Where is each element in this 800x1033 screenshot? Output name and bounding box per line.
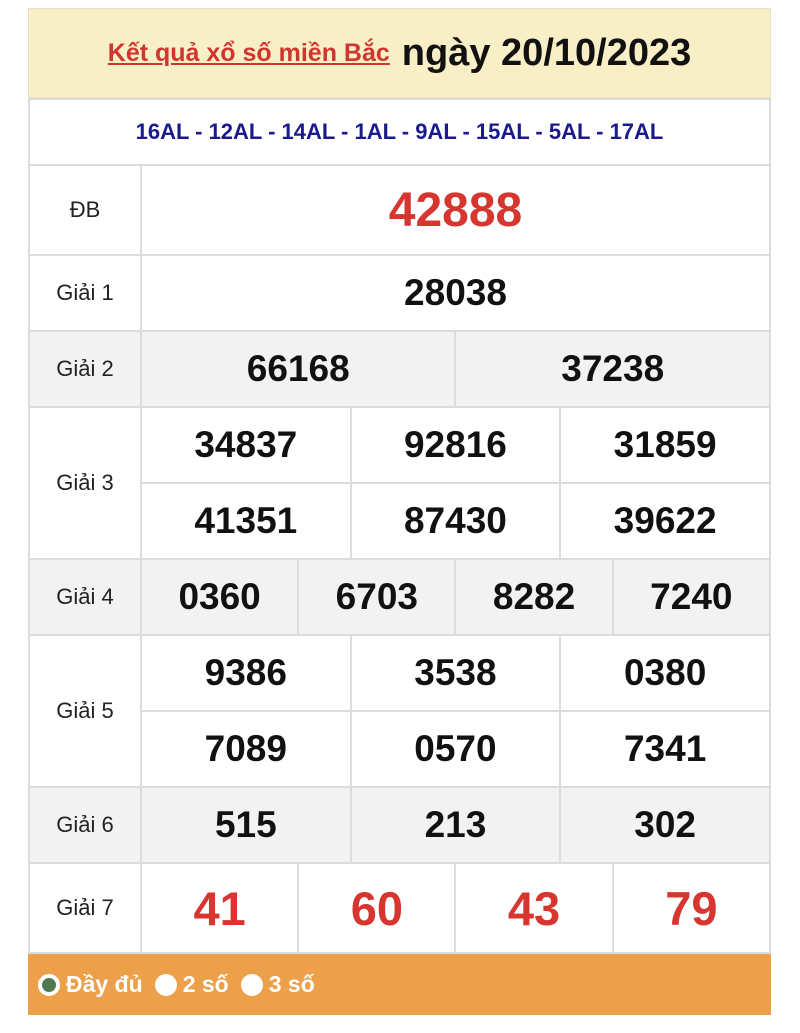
prize-number: 41 (139, 862, 300, 954)
prize-label: Giải 7 (28, 862, 142, 954)
prize-number: 0380 (559, 634, 771, 712)
row-g3: Giải 3 34837 92816 31859 (28, 406, 771, 560)
radio-icon[interactable] (240, 973, 263, 996)
results-header: Kết quả xổ số miền Bắc ngày 20/10/2023 (28, 8, 771, 98)
prize-number: 41351 (140, 482, 352, 560)
radio-icon[interactable] (154, 973, 177, 996)
row-g5: Giải 5 9386 3538 0380 (28, 634, 771, 788)
option-label: 3 số (268, 971, 315, 997)
radio-selected-icon[interactable] (38, 973, 60, 996)
option-3-digits[interactable]: 3 số (240, 971, 315, 998)
prize-number: 87430 (349, 482, 562, 560)
prize-label: Giải 5 (28, 634, 142, 788)
row-db: ĐB 42888 (28, 164, 771, 256)
prize-number: 31859 (559, 406, 771, 484)
prize-label: Giải 4 (28, 558, 142, 636)
prize-number: 7341 (559, 710, 771, 788)
prize-label: Giải 1 (28, 254, 142, 332)
prize-number: 302 (559, 786, 771, 864)
prize-number: 34837 (140, 406, 352, 484)
prize-number: 28038 (140, 254, 771, 332)
prize-number: 66168 (139, 330, 457, 408)
prize-number: 7089 (140, 710, 352, 788)
prize-number: 515 (140, 786, 352, 864)
prize-number: 0570 (349, 710, 562, 788)
prize-number: 8282 (454, 558, 614, 636)
prize-number: 39622 (559, 482, 771, 560)
prize-number: 92816 (349, 406, 562, 484)
prize-label: Giải 3 (28, 406, 142, 560)
prize-number: 43 (454, 862, 614, 954)
row-g7: Giải 7 41 60 43 79 (28, 862, 772, 954)
prize-number: 0360 (139, 558, 300, 636)
row-g4: Giải 4 0360 6703 8282 7240 (28, 558, 772, 636)
draw-codes: 16AL - 12AL - 14AL - 1AL - 9AL - 15AL - … (28, 98, 771, 166)
results-board: Kết quả xổ số miền Bắc ngày 20/10/2023 1… (28, 8, 772, 1015)
prize-number: 79 (611, 862, 772, 954)
prize-label: Giải 6 (28, 786, 142, 864)
prize-number: 3538 (349, 634, 562, 712)
prize-number: 213 (349, 786, 562, 864)
prize-number: 37238 (454, 330, 771, 408)
special-number: 42888 (140, 164, 771, 256)
row-g6: Giải 6 515 213 302 (28, 786, 771, 864)
title-link[interactable]: Kết quả xổ số miền Bắc (107, 38, 390, 67)
row-g1: Giải 1 28038 (28, 254, 771, 332)
prize-number: 7240 (611, 558, 772, 636)
results-table: 16AL - 12AL - 14AL - 1AL - 9AL - 15AL - … (28, 98, 772, 954)
prize-label: ĐB (28, 164, 142, 256)
draw-date: ngày 20/10/2023 (401, 31, 692, 74)
option-label: Đầy đủ (66, 971, 143, 997)
prize-number: 60 (297, 862, 457, 954)
prize-number: 9386 (140, 634, 352, 712)
prize-label: Giải 2 (28, 330, 142, 408)
option-2-digits[interactable]: 2 số (154, 971, 229, 998)
row-g2: Giải 2 66168 37238 (28, 330, 771, 408)
option-label: 2 số (182, 971, 229, 997)
prize-number: 6703 (297, 558, 457, 636)
display-mode-bar: Đầy đủ 2 số 3 số (28, 954, 771, 1015)
option-full[interactable]: Đầy đủ (38, 971, 143, 998)
